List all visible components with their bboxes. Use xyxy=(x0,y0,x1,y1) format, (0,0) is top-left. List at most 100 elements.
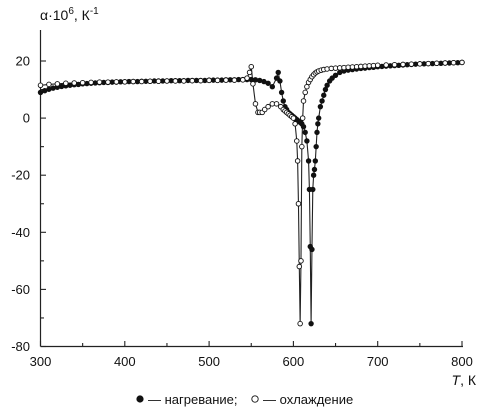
cooling-point xyxy=(252,101,259,107)
x-tick-label: 600 xyxy=(283,354,305,369)
cooling-point xyxy=(231,77,238,83)
cooling-point xyxy=(248,63,254,70)
heating-point xyxy=(278,89,285,96)
cooling-point xyxy=(265,103,271,110)
heating-point xyxy=(311,166,318,173)
heating-point xyxy=(308,320,314,327)
legend-heating-label: — нагревание; xyxy=(148,392,238,407)
heating-point xyxy=(302,129,308,136)
cooling-point xyxy=(383,62,389,68)
cooling-point xyxy=(88,79,94,86)
cooling-point xyxy=(273,101,280,107)
y-tick-label: 20 xyxy=(16,54,30,69)
heating-point xyxy=(324,82,330,88)
y-tick-label: -60 xyxy=(11,282,30,297)
heating-point xyxy=(310,186,316,193)
heating-curve xyxy=(40,61,463,324)
heating-point xyxy=(277,78,283,84)
cooling-point xyxy=(408,61,415,67)
y-axis-title-unit-exp: -1 xyxy=(90,6,99,17)
cooling-point xyxy=(54,81,61,87)
series-heating-line xyxy=(40,61,463,324)
cooling-point xyxy=(122,79,128,85)
cooling-point xyxy=(292,121,298,127)
cooling-point xyxy=(417,61,423,67)
y-tick-label: 0 xyxy=(23,111,30,126)
heating-point xyxy=(300,123,307,130)
ticks xyxy=(39,60,463,348)
cooling-point xyxy=(96,79,103,85)
y-tick-label: -20 xyxy=(11,168,30,183)
y-tick-label: -40 xyxy=(11,225,30,240)
heating-point xyxy=(314,129,320,136)
cooling-point xyxy=(189,77,195,84)
cooling-point xyxy=(391,61,398,68)
series-heating-points xyxy=(37,59,465,327)
legend-heating-marker xyxy=(136,395,144,403)
y-axis-title-unit: , К xyxy=(74,7,91,23)
heating-point xyxy=(315,121,321,127)
heating-point xyxy=(269,83,276,90)
cooling-point xyxy=(400,61,406,68)
cooling-point xyxy=(433,60,440,67)
legend: — нагревание; — охлаждение xyxy=(136,392,353,407)
heating-point xyxy=(321,92,327,98)
heating-point xyxy=(310,172,317,178)
cooling-point xyxy=(105,79,111,85)
cooling-point xyxy=(71,80,77,86)
x-tick-label: 400 xyxy=(114,354,136,369)
cooling-point xyxy=(374,62,381,69)
cooling-point xyxy=(181,78,187,84)
y-axis-title-exp: 6 xyxy=(68,6,74,17)
heating-point xyxy=(275,69,281,76)
heating-point xyxy=(50,85,56,91)
x-axis-title: T, К xyxy=(452,372,477,388)
cooling-point xyxy=(294,138,300,144)
cooling-point xyxy=(450,59,457,66)
cooling-point xyxy=(425,60,432,67)
cooling-point xyxy=(172,78,179,84)
cooling-point xyxy=(250,81,256,87)
heating-point xyxy=(305,158,312,164)
x-tick-label: 800 xyxy=(451,354,473,369)
cooling-point xyxy=(294,158,301,164)
cooling-point xyxy=(197,77,204,84)
heating-point xyxy=(273,75,280,81)
cooling-point xyxy=(297,320,303,327)
cooling-point xyxy=(206,77,212,84)
legend-cooling-marker xyxy=(251,395,259,403)
cooling-point xyxy=(37,82,44,89)
cooling-point xyxy=(261,106,268,113)
heating-point xyxy=(312,158,319,164)
cooling-point xyxy=(299,143,305,150)
heating-point xyxy=(313,143,319,150)
cooling-point xyxy=(46,81,52,88)
heating-point xyxy=(329,75,335,81)
cooling-point xyxy=(298,258,304,264)
cooling-point xyxy=(290,115,297,121)
cooling-point xyxy=(138,78,145,85)
series-cooling-line xyxy=(40,61,463,324)
x-tick-label: 300 xyxy=(30,354,52,369)
cooling-point xyxy=(244,75,250,81)
x-tick-label: 700 xyxy=(367,354,389,369)
cooling-point xyxy=(147,78,153,85)
cooling-point xyxy=(130,78,136,85)
cooling-point xyxy=(459,59,465,66)
cooling-point xyxy=(214,77,221,84)
heating-point xyxy=(265,80,271,86)
heating-point xyxy=(319,98,325,104)
legend-cooling-label: — охлаждение xyxy=(263,392,353,407)
cooling-point xyxy=(299,115,306,121)
heating-point xyxy=(332,72,339,78)
cooling-point xyxy=(164,78,170,84)
heating-point xyxy=(309,246,315,253)
heating-point xyxy=(280,98,286,104)
cooling-point xyxy=(295,200,302,207)
cooling-point xyxy=(296,263,303,270)
cooling-point xyxy=(155,78,162,85)
y-tick-label: -80 xyxy=(11,339,30,354)
cooling-point xyxy=(442,60,448,66)
x-axis-title-unit: , К xyxy=(460,372,477,388)
